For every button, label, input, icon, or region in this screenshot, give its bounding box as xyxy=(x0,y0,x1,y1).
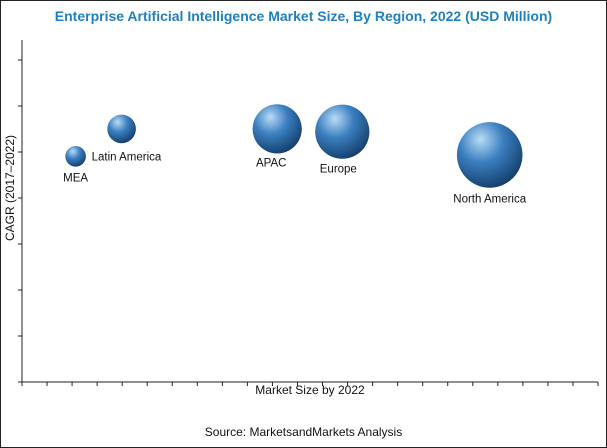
bubble-label-apac: APAC xyxy=(256,158,286,170)
bubble-mea xyxy=(65,146,86,167)
bubble-north-america xyxy=(456,122,523,188)
bubble-label-north-america: North America xyxy=(453,194,526,206)
bubble-label-europe: Europe xyxy=(320,164,357,176)
bubble-latin-america xyxy=(107,114,136,144)
bubble-label-latin-america: Latin America xyxy=(92,151,162,163)
bubble-label-mea: MEA xyxy=(63,173,88,185)
source-note: Source: MarketsandMarkets Analysis xyxy=(204,425,403,439)
bubble-apac xyxy=(252,104,302,154)
bubble-europe xyxy=(315,104,370,159)
y-axis-label: CAGR (2017–2022) xyxy=(3,135,17,241)
chart-title: Enterprise Artificial Intelligence Marke… xyxy=(54,8,553,24)
x-axis-label: Market Size by 2022 xyxy=(255,383,365,397)
